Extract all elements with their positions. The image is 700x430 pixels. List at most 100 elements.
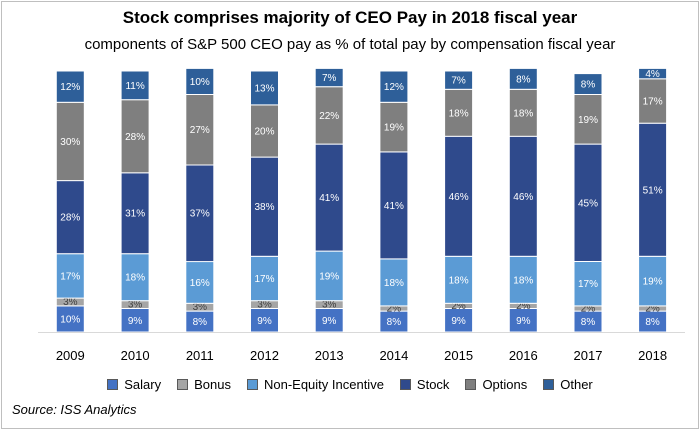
bar-segment-other-2018 [638, 67, 668, 80]
data-label-non-equity-incentive-2012: 17% [254, 274, 274, 285]
data-label-bonus-2012: 3% [257, 300, 272, 311]
x-tick-label-2010: 2010 [121, 348, 150, 363]
data-label-other-2011: 10% [190, 77, 210, 88]
x-tick-label-2011: 2011 [186, 348, 214, 363]
data-label-options-2014: 19% [384, 123, 404, 134]
bar-segment-stock-2014 [379, 151, 409, 260]
legend-label: Non-Equity Incentive [263, 377, 384, 392]
data-label-stock-2015: 46% [449, 192, 469, 203]
data-label-stock-2010: 31% [125, 209, 145, 220]
data-label-non-equity-incentive-2013: 19% [319, 271, 339, 282]
data-label-bonus-2016: 2% [516, 301, 531, 312]
bar-segment-options-2016 [508, 88, 538, 137]
legend-swatch [399, 379, 411, 390]
data-label-salary-2014: 8% [387, 317, 402, 328]
bar-segment-non-equity-incentive-2011 [185, 261, 215, 304]
bar-segment-non-equity-incentive-2015 [444, 255, 474, 304]
legend-label: Bonus [194, 377, 231, 392]
legend-label: Salary [124, 377, 162, 392]
data-label-bonus-2017: 2% [581, 304, 596, 315]
x-tick-label-2013: 2013 [315, 348, 344, 363]
legend-item-stock: Stock [399, 377, 449, 392]
bar-segment-non-equity-incentive-2014 [379, 258, 409, 307]
bar-segment-stock-2011 [185, 164, 215, 263]
data-label-non-equity-incentive-2009: 17% [60, 271, 80, 282]
chart-title: Stock comprises majority of CEO Pay in 2… [122, 8, 578, 27]
bar-segment-options-2010 [120, 99, 150, 174]
legend-item-options: Options [465, 377, 527, 392]
data-label-other-2018: 4% [645, 69, 660, 80]
data-label-options-2013: 22% [319, 111, 339, 122]
data-label-salary-2017: 8% [581, 317, 596, 328]
bar-segment-stock-2012 [250, 156, 279, 257]
data-label-salary-2016: 9% [516, 316, 531, 327]
data-label-non-equity-incentive-2018: 19% [643, 277, 663, 288]
data-label-salary-2013: 9% [322, 316, 337, 327]
legend-swatch [177, 379, 189, 390]
data-label-other-2013: 7% [322, 73, 337, 84]
data-label-salary-2009: 10% [60, 314, 80, 325]
x-tick-label-2016: 2016 [509, 348, 538, 363]
data-label-options-2011: 27% [190, 125, 210, 136]
legend-swatch [543, 379, 555, 390]
data-label-other-2016: 8% [516, 74, 531, 85]
bar-segment-options-2013 [314, 86, 344, 145]
data-label-stock-2011: 37% [190, 209, 210, 220]
bar-segment-other-2010 [120, 70, 150, 101]
x-tick-label-2009: 2009 [56, 348, 85, 363]
data-label-non-equity-incentive-2015: 18% [449, 275, 469, 286]
data-label-other-2014: 12% [384, 82, 404, 93]
bar-segment-salary-2009 [55, 305, 85, 333]
data-label-stock-2017: 45% [578, 198, 598, 209]
data-label-options-2012: 20% [254, 127, 274, 138]
data-label-salary-2012: 9% [257, 316, 272, 327]
data-label-options-2015: 18% [449, 108, 469, 119]
bar-segment-non-equity-incentive-2016 [508, 255, 538, 304]
bar-segment-stock-2013 [314, 143, 344, 252]
legend-label: Other [560, 377, 593, 392]
bar-segment-other-2014 [379, 70, 409, 103]
data-label-options-2016: 18% [513, 108, 533, 119]
data-label-other-2009: 12% [60, 82, 80, 93]
bar-segment-other-2012 [250, 70, 279, 106]
legend-item-non-equity-incentive: Non-Equity Incentive [246, 377, 384, 392]
data-label-bonus-2010: 3% [128, 300, 143, 311]
bar-segment-non-equity-incentive-2018 [638, 255, 668, 307]
legend-item-other: Other [543, 377, 593, 392]
chart-legend: Salary Bonus Non-Equity Incentive Stock Opti… [0, 377, 700, 392]
legend-item-salary: Salary [107, 377, 161, 392]
x-tick-label-2018: 2018 [638, 348, 667, 363]
legend-label: Options [482, 377, 528, 392]
source-note: Source: ISS Analytics [12, 402, 137, 417]
data-label-bonus-2009: 3% [63, 297, 78, 308]
data-label-non-equity-incentive-2017: 17% [578, 279, 598, 290]
data-label-salary-2018: 8% [645, 317, 660, 328]
chart-subtitle: components of S&P 500 CEO pay as % of to… [84, 36, 616, 53]
data-label-non-equity-incentive-2016: 18% [513, 275, 533, 286]
x-tick-label-2012: 2012 [250, 348, 279, 363]
bar-segment-other-2013 [314, 67, 344, 88]
data-label-salary-2011: 8% [193, 317, 208, 328]
data-label-stock-2013: 41% [319, 193, 339, 204]
data-label-bonus-2015: 2% [451, 301, 466, 312]
legend-swatch [246, 379, 258, 390]
bar-segment-other-2016 [508, 67, 538, 90]
data-label-options-2017: 19% [578, 115, 598, 126]
data-label-options-2018: 17% [643, 97, 663, 108]
bar-segment-other-2017 [573, 73, 603, 95]
data-label-bonus-2011: 3% [193, 302, 208, 313]
x-tick-label-2015: 2015 [444, 348, 473, 363]
data-label-stock-2012: 38% [254, 202, 274, 213]
data-label-bonus-2014: 2% [387, 304, 402, 315]
legend-swatch [107, 379, 119, 390]
data-label-non-equity-incentive-2010: 18% [125, 273, 145, 284]
bar-segment-stock-2010 [120, 172, 150, 255]
data-label-non-equity-incentive-2011: 16% [190, 278, 210, 289]
bar-segment-non-equity-incentive-2013 [314, 250, 344, 302]
bar-segment-other-2011 [185, 67, 215, 96]
x-tick-label-2017: 2017 [574, 348, 603, 363]
data-label-salary-2015: 9% [451, 316, 466, 327]
bar-segment-other-2009 [55, 70, 85, 103]
data-label-stock-2016: 46% [513, 192, 533, 203]
